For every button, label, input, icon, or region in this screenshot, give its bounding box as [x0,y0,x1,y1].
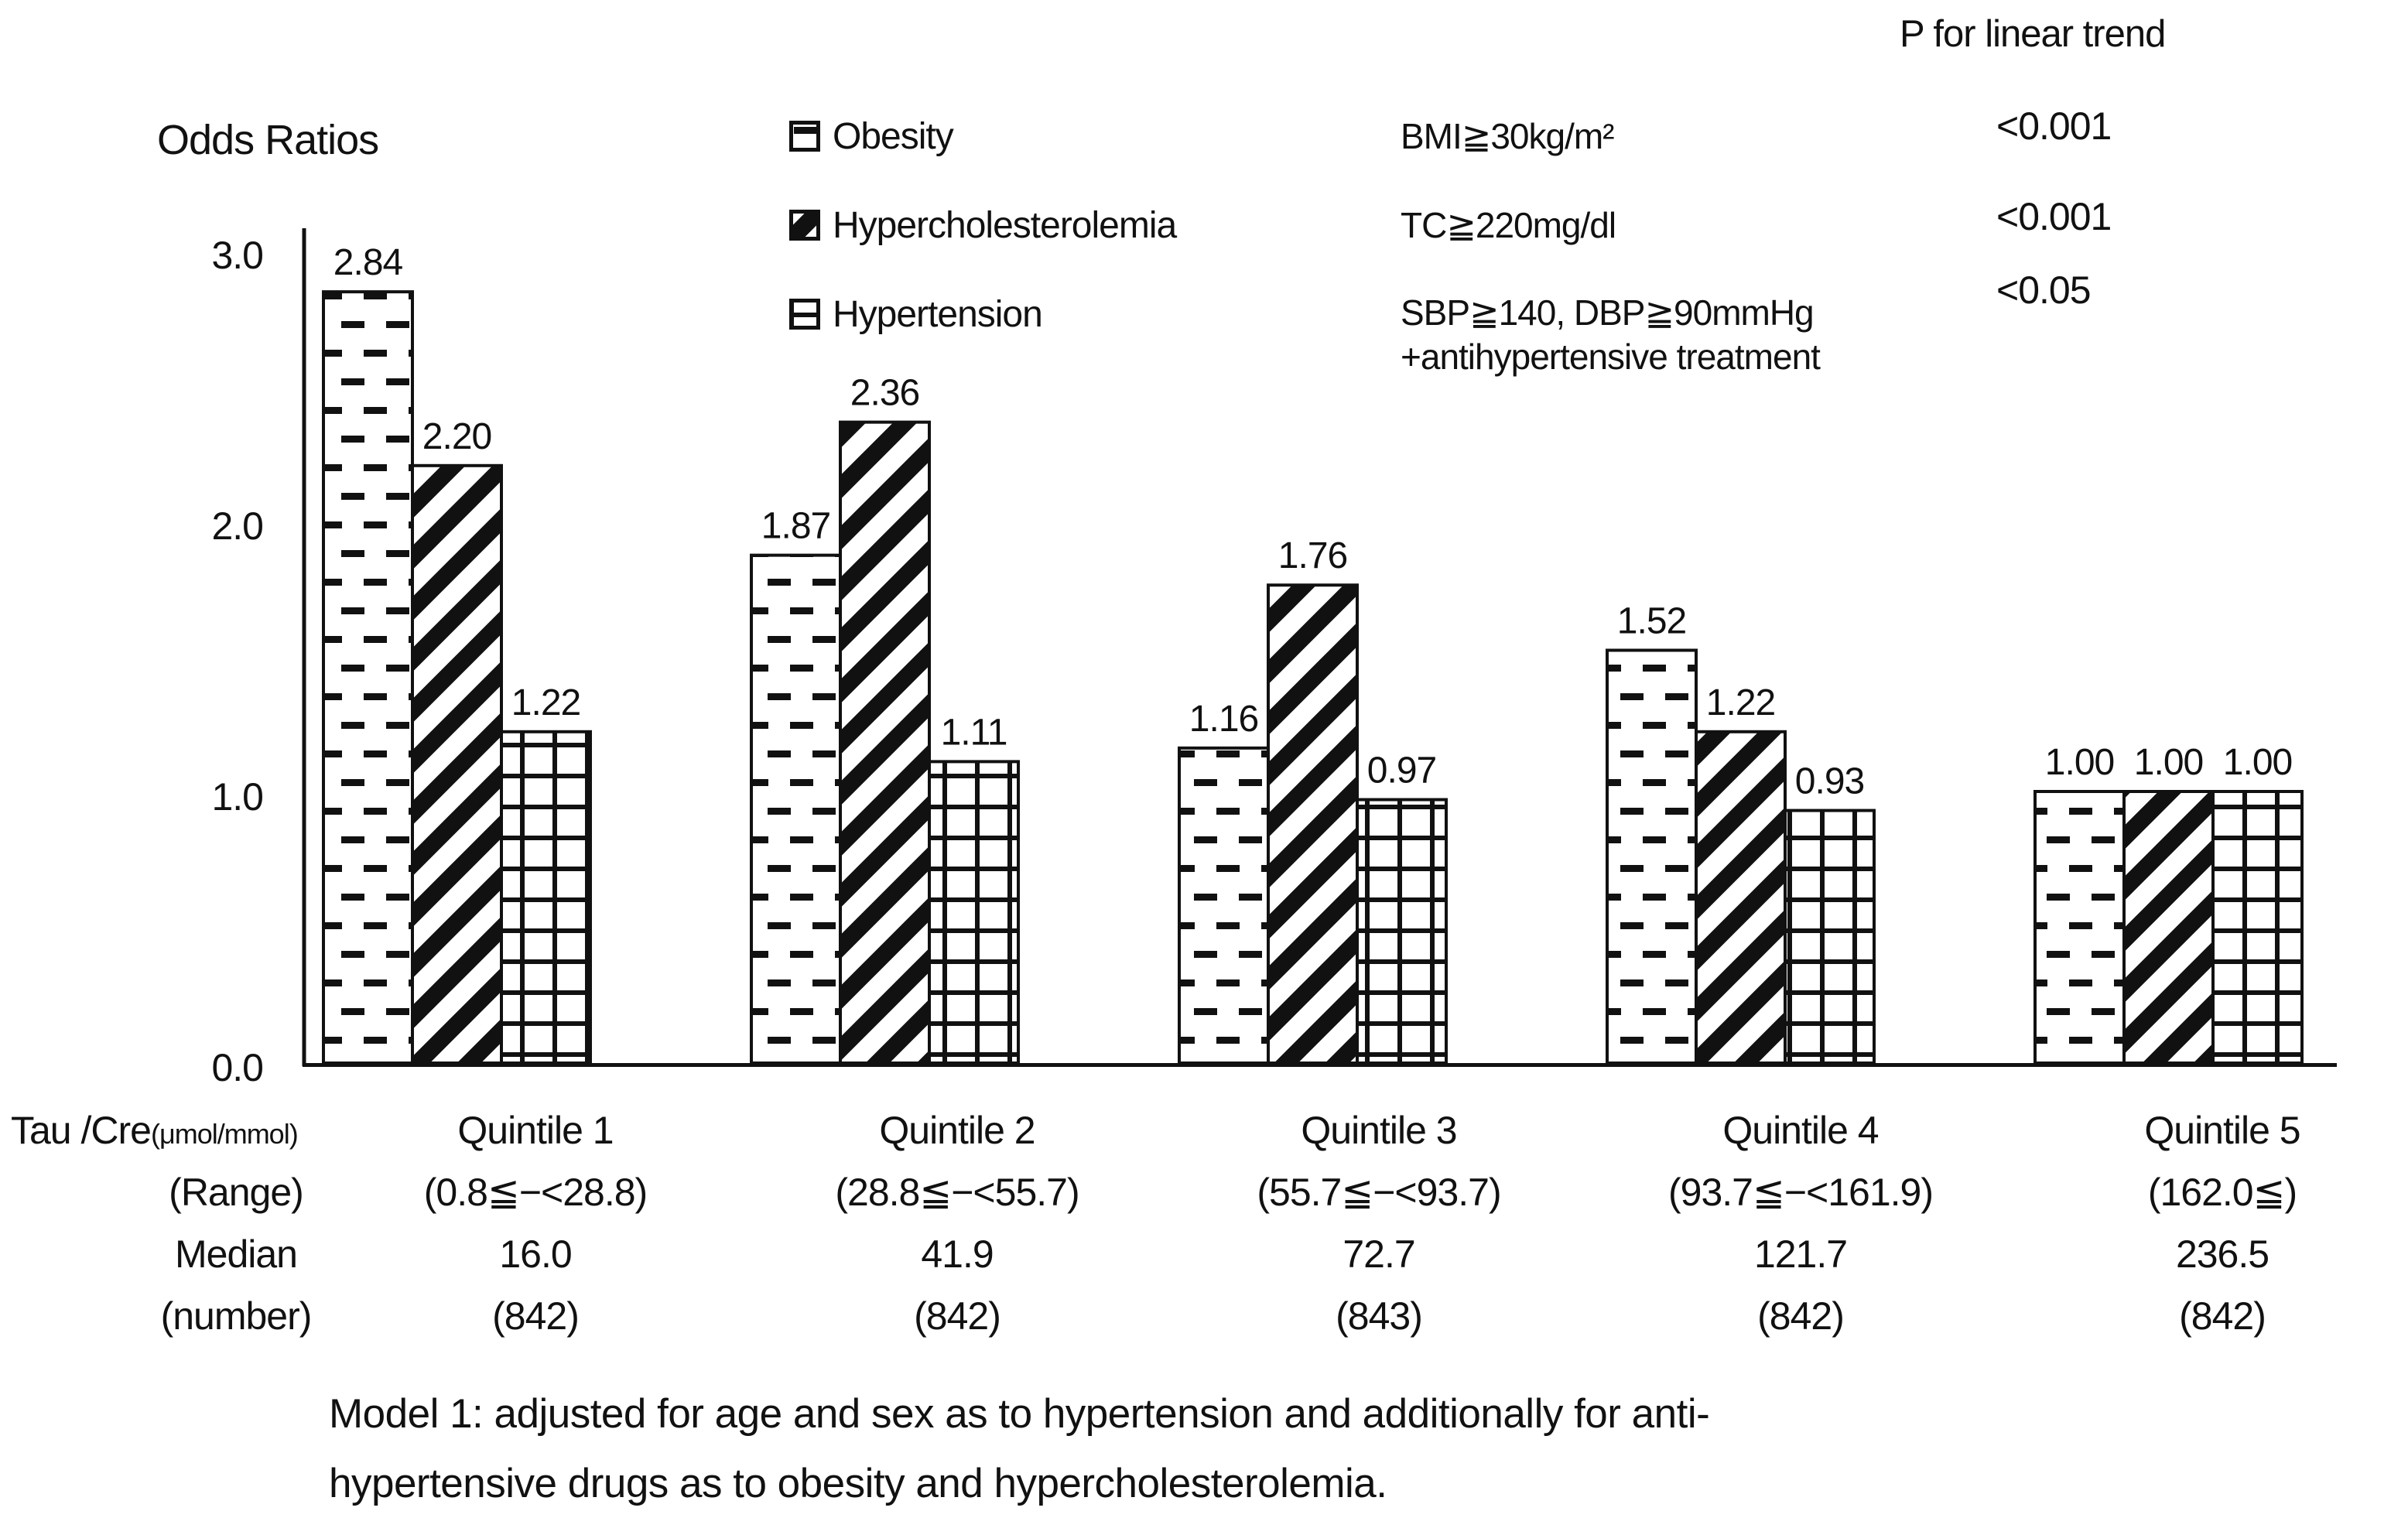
x-range-quintile-4: (93.7≦−<161.9) [1667,1171,1934,1214]
y-axis-title: Odds Ratios [157,117,379,163]
bar-obesity-quintile-2 [750,553,842,1065]
x-range-quintile-5: (162.0≦) [2147,1171,2297,1214]
x-number-quintile-5: (842) [2179,1294,2266,1338]
bar-value-label: 1.11 [941,712,1007,753]
y-tick-label-1.0: 1.0 [211,775,263,819]
x-number-quintile-1: (842) [492,1294,580,1338]
x-median-quintile-3: 72.7 [1343,1232,1415,1276]
footnote-line2: hypertensive drugs as to obesity and hyp… [329,1461,1387,1506]
y-tick-label-0.0: 0.0 [211,1046,263,1089]
bar-value-label: 0.93 [1795,761,1864,802]
x-number-quintile-4: (842) [1757,1294,1845,1338]
x-axis-unit-label: Tau /Cre(μmol/mmol) [11,1108,299,1153]
bar-hypercholesterolemia-quintile-2 [839,420,931,1065]
y-tick-label-2.0: 2.0 [211,504,263,548]
bar-value-label: 1.16 [1189,699,1258,740]
bar-value-label: 1.87 [761,506,830,547]
bar-obesity-quintile-5 [2033,790,2126,1065]
x-median-quintile-2: 41.9 [921,1232,994,1276]
p-value-hypertension: <0.05 [1996,268,2092,312]
bar-hypercholesterolemia-quintile-4 [1695,730,1787,1065]
criterion-hypertension-line2: +antihypertensive treatment [1401,337,1821,377]
bar-value-label: 2.36 [850,373,919,414]
bar-hypertension-quintile-1 [500,730,592,1065]
bar-value-label: 2.84 [333,242,403,283]
bar-value-label: 1.52 [1617,600,1686,641]
median-row-label: Median [175,1232,298,1276]
tau-cre-unit: (μmol/mmol) [150,1118,299,1150]
bar-value-label: 1.22 [1706,682,1775,723]
p-value-obesity: <0.001 [1996,104,2112,148]
x-median-quintile-1: 16.0 [499,1232,572,1276]
legend-label-hypertension: Hypertension [833,293,1043,335]
range-row-label: (Range) [169,1171,304,1214]
x-median-quintile-4: 121.7 [1753,1232,1848,1276]
bar-hypertension-quintile-3 [1356,798,1448,1065]
x-quintile-quintile-5: Quintile 5 [2144,1109,2300,1152]
number-row-label: (number) [160,1294,313,1338]
footnote-line1: Model 1: adjusted for age and sex as to … [329,1391,1710,1437]
obesity-pattern-icon [789,121,820,152]
bar-hypertension-quintile-5 [2211,790,2304,1065]
criterion-hypertension-line1: SBP≧140, DBP≧90mmHg [1401,292,1815,333]
x-quintile-quintile-2: Quintile 2 [879,1109,1035,1152]
criterion-hypercholesterolemia: TC≧220mg/dl [1401,205,1616,245]
bar-value-label: 1.00 [2134,742,2203,783]
x-quintile-quintile-1: Quintile 1 [457,1109,614,1152]
legend-item-obesity: Obesity [789,115,954,157]
x-quintile-quintile-4: Quintile 4 [1722,1109,1879,1152]
bar-value-label: 2.20 [422,416,491,457]
criterion-obesity: BMI≧30kg/m² [1401,116,1614,156]
grid-pattern-icon [789,299,820,330]
x-number-quintile-2: (842) [914,1294,1001,1338]
y-tick-label-3.0: 3.0 [211,234,263,277]
x-range-quintile-1: (0.8≦−<28.8) [423,1171,648,1214]
bar-value-label: 1.76 [1278,535,1347,576]
legend-label-hypercholesterolemia: Hypercholesterolemia [833,204,1177,246]
x-range-quintile-3: (55.7≦−<93.7) [1257,1171,1501,1214]
x-number-quintile-3: (843) [1336,1294,1423,1338]
x-median-quintile-5: 236.5 [2175,1232,2269,1276]
p-trend-header: P for linear trend [1900,13,2166,55]
legend-label-obesity: Obesity [833,115,954,157]
diagonal-stripes-pattern-icon [789,210,820,241]
bar-hypertension-quintile-4 [1784,809,1876,1065]
bar-value-label: 0.97 [1367,750,1436,791]
bar-obesity-quintile-4 [1606,648,1698,1065]
bar-hypercholesterolemia-quintile-1 [411,463,503,1065]
bar-value-label: 1.00 [2223,742,2292,783]
x-quintile-quintile-3: Quintile 3 [1301,1109,1457,1152]
criterion-hypertension: SBP≧140, DBP≧90mmHg +antihypertensive tr… [1401,291,1821,379]
p-value-hypercholesterolemia: <0.001 [1996,195,2112,238]
bar-hypertension-quintile-2 [928,760,1020,1065]
legend-item-hypertension: Hypertension [789,293,1043,335]
bar-value-label: 1.00 [2045,742,2114,783]
x-range-quintile-2: (28.8≦−<55.7) [835,1171,1079,1214]
bar-hypercholesterolemia-quintile-3 [1267,583,1359,1065]
bar-value-label: 1.22 [511,682,580,723]
legend-item-hypercholesterolemia: Hypercholesterolemia [789,204,1177,246]
tau-cre-label: Tau /Cre [11,1109,152,1152]
bar-hypercholesterolemia-quintile-5 [2122,790,2215,1065]
bar-obesity-quintile-3 [1178,746,1270,1065]
bar-obesity-quintile-1 [322,290,414,1065]
